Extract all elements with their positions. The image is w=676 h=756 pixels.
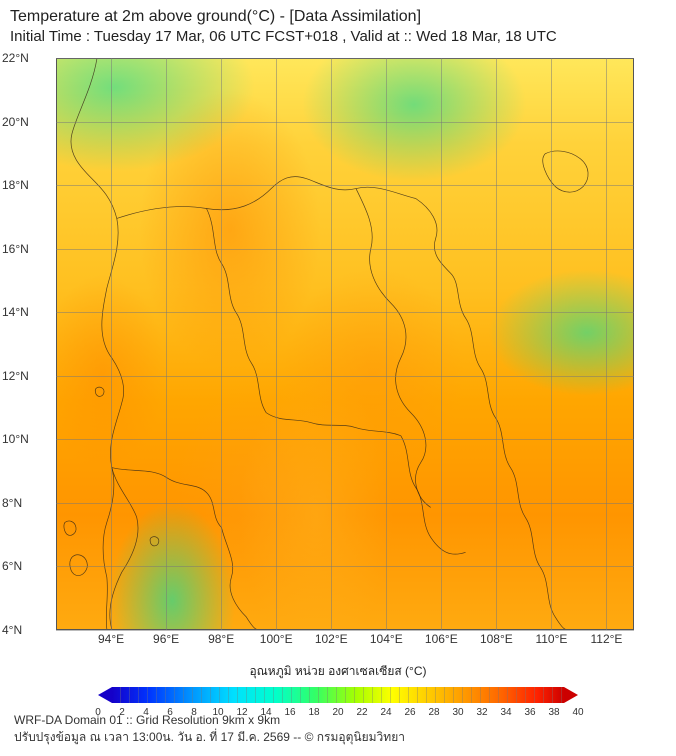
x-axis-label-100: 100°E [260, 632, 293, 646]
y-axis-label-18°N: 18°N [2, 178, 29, 192]
x-axis-label-108: 108°E [480, 632, 513, 646]
colorbar-tick-40: 40 [572, 707, 583, 718]
y-axis-label-16°N: 16°N [2, 242, 29, 256]
y-axis-label-4°N: 4°N [2, 623, 22, 637]
colorbar-gradient[interactable] [112, 687, 564, 703]
colorbar-tick-36: 36 [524, 707, 535, 718]
colorbar-title: อุณหภูมิ หน่วย องศาเซลเซียส (°C) [98, 662, 578, 681]
y-axis-label-10°N: 10°N [2, 432, 29, 446]
temperature-map[interactable] [56, 58, 634, 630]
footer-line1: WRF-DA Domain 01 :: Grid Resolution 9km … [14, 712, 405, 729]
x-axis-label-94: 94°E [98, 632, 124, 646]
title-line2: Initial Time : Tuesday 17 Mar, 06 UTC FC… [10, 28, 666, 45]
y-axis-label-12°N: 12°N [2, 369, 29, 383]
y-axis-label-20°N: 20°N [2, 115, 29, 129]
x-axis: 94°E 96°E 98°E 100°E 102°E 104°E 106°E 108°E 110… [56, 630, 634, 650]
colorbar-arrow-high [564, 687, 578, 703]
colorbar-tick-26: 26 [404, 707, 415, 718]
colorbar-tick-32: 32 [476, 707, 487, 718]
x-axis-label-96: 96°E [153, 632, 179, 646]
x-axis-label-106: 106°E [425, 632, 458, 646]
y-axis-label-22°N: 22°N [2, 51, 29, 65]
x-axis-label-112: 112°E [591, 632, 623, 646]
footer-block: WRF-DA Domain 01 :: Grid Resolution 9km … [14, 712, 405, 746]
country-borders-overlay [57, 59, 633, 629]
colorbar-arrow-low [98, 687, 112, 703]
colorbar-tick-28: 28 [428, 707, 439, 718]
title-block: Temperature at 2m above ground(°C) - [Da… [10, 8, 666, 45]
y-axis-label-14°N: 14°N [2, 305, 29, 319]
y-axis: 22°N 20°N 18°N 16°N 14°N 12°N 10°N 8°N 6°N 4°N [0, 58, 56, 630]
colorbar-tick-30: 30 [452, 707, 463, 718]
x-axis-label-102: 102°E [315, 632, 348, 646]
x-axis-label-98: 98°E [208, 632, 234, 646]
colorbar-tick-38: 38 [548, 707, 559, 718]
title-line1: Temperature at 2m above ground(°C) - [Da… [10, 8, 666, 26]
y-axis-label-6°N: 6°N [2, 559, 22, 573]
y-axis-label-8°N: 8°N [2, 496, 22, 510]
footer-line2: ปรับปรุงข้อมูล ณ เวลา 13:00น. วัน อ. ที่… [14, 729, 405, 746]
x-axis-label-104: 104°E [370, 632, 403, 646]
colorbar-tick-34: 34 [500, 707, 511, 718]
x-axis-label-110: 110°E [535, 632, 567, 646]
